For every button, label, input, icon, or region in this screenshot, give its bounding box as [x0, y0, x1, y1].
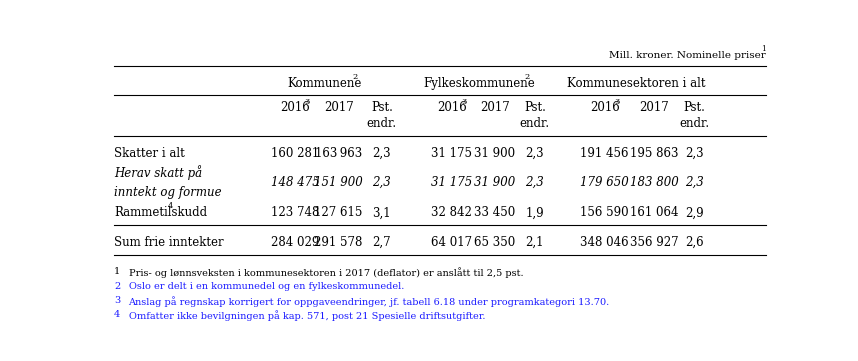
Text: 161 064: 161 064 [631, 206, 679, 219]
Text: 156 590: 156 590 [580, 206, 629, 219]
Text: 191 456: 191 456 [580, 147, 629, 160]
Text: 3: 3 [461, 98, 467, 106]
Text: 3: 3 [614, 98, 619, 106]
Text: 2: 2 [524, 73, 529, 81]
Text: 2,9: 2,9 [685, 206, 704, 219]
Text: 65 350: 65 350 [474, 236, 516, 249]
Text: 32 842: 32 842 [432, 206, 472, 219]
Text: endr.: endr. [367, 117, 397, 130]
Text: Mill. kroner. Nominelle priser: Mill. kroner. Nominelle priser [609, 51, 765, 60]
Text: 4: 4 [167, 202, 172, 210]
Text: 127 615: 127 615 [315, 206, 363, 219]
Text: 356 927: 356 927 [630, 236, 679, 249]
Text: Kommunene: Kommunene [287, 77, 362, 90]
Text: Pst.: Pst. [524, 101, 546, 114]
Text: 2: 2 [352, 73, 357, 81]
Text: 183 800: 183 800 [630, 176, 679, 189]
Text: 4: 4 [114, 310, 120, 319]
Text: Pris- og lønnsveksten i kommunesektoren i 2017 (deflator) er anslått til 2,5 pst: Pris- og lønnsveksten i kommunesektoren … [129, 267, 523, 278]
Text: 2,3: 2,3 [525, 147, 544, 160]
Text: 3: 3 [305, 98, 310, 106]
Text: Herav skatt på: Herav skatt på [114, 165, 202, 180]
Text: 31 900: 31 900 [474, 176, 516, 189]
Text: 2,3: 2,3 [372, 176, 391, 189]
Text: 2,3: 2,3 [372, 147, 391, 160]
Text: 2,1: 2,1 [526, 236, 544, 249]
Text: 1,9: 1,9 [525, 206, 544, 219]
Text: Omfatter ikke bevilgningen på kap. 571, post 21 Spesielle driftsutgifter.: Omfatter ikke bevilgningen på kap. 571, … [129, 310, 485, 321]
Text: 2016: 2016 [437, 101, 467, 114]
Text: Skatter i alt: Skatter i alt [114, 147, 184, 160]
Text: 33 450: 33 450 [474, 206, 516, 219]
Text: 2017: 2017 [323, 101, 353, 114]
Text: 3,1: 3,1 [372, 206, 391, 219]
Text: inntekt og formue: inntekt og formue [114, 186, 221, 199]
Text: 2017: 2017 [639, 101, 669, 114]
Text: 2017: 2017 [480, 101, 510, 114]
Text: 2016: 2016 [281, 101, 311, 114]
Text: 179 650: 179 650 [580, 176, 629, 189]
Text: Anslag på regnskap korrigert for oppgaveendringer, jf. tabell 6.18 under program: Anslag på regnskap korrigert for oppgave… [129, 296, 610, 307]
Text: Oslo er delt i en kommunedel og en fylkeskommunedel.: Oslo er delt i en kommunedel og en fylke… [129, 282, 404, 291]
Text: 2,6: 2,6 [685, 236, 704, 249]
Text: Pst.: Pst. [371, 101, 393, 114]
Text: Sum frie inntekter: Sum frie inntekter [114, 236, 224, 249]
Text: 2,3: 2,3 [685, 147, 704, 160]
Text: 1: 1 [114, 267, 120, 276]
Text: endr.: endr. [680, 117, 710, 130]
Text: Fylkeskommunene: Fylkeskommunene [424, 77, 535, 90]
Text: 291 578: 291 578 [315, 236, 363, 249]
Text: 64 017: 64 017 [431, 236, 472, 249]
Text: 31 175: 31 175 [432, 147, 472, 160]
Text: 2,3: 2,3 [525, 176, 544, 189]
Text: 123 748: 123 748 [271, 206, 320, 219]
Text: 2,7: 2,7 [372, 236, 391, 249]
Text: Kommunesektoren i alt: Kommunesektoren i alt [566, 77, 705, 90]
Text: 163 963: 163 963 [315, 147, 362, 160]
Text: 2: 2 [114, 282, 120, 291]
Text: 151 900: 151 900 [314, 176, 363, 189]
Text: Pst.: Pst. [684, 101, 705, 114]
Text: 3: 3 [114, 296, 120, 305]
Text: Rammetilskudd: Rammetilskudd [114, 206, 207, 219]
Text: 148 475: 148 475 [271, 176, 320, 189]
Text: endr.: endr. [520, 117, 550, 130]
Text: 195 863: 195 863 [631, 147, 679, 160]
Text: 2,3: 2,3 [685, 176, 704, 189]
Text: 284 029: 284 029 [271, 236, 320, 249]
Text: 160 281: 160 281 [271, 147, 319, 160]
Text: 348 046: 348 046 [580, 236, 629, 249]
Text: 31 175: 31 175 [431, 176, 472, 189]
Text: 1: 1 [761, 45, 765, 53]
Text: 31 900: 31 900 [474, 147, 516, 160]
Text: 2016: 2016 [589, 101, 619, 114]
